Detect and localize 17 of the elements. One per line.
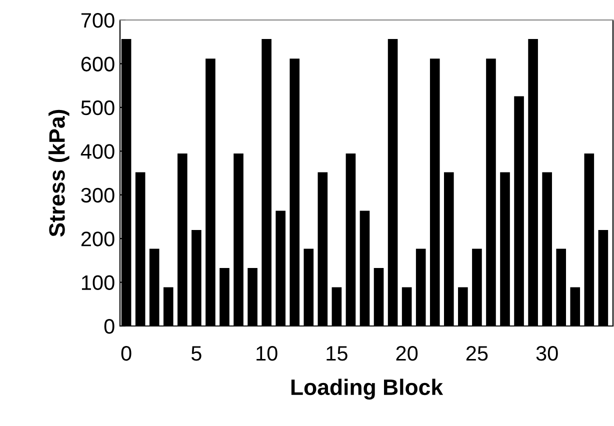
x-tick-label: 5 <box>191 346 202 361</box>
y-tick-label: 100 <box>82 275 114 290</box>
y-tick-label: 200 <box>81 232 114 246</box>
y-tick-label: 700 <box>81 13 114 28</box>
x-axis-title: Loading Block <box>291 378 444 400</box>
y-tick-label: 500 <box>81 100 114 116</box>
y-tick-label: 400 <box>80 144 114 159</box>
x-tick-label: 0 <box>121 346 132 361</box>
y-tick-label: 0 <box>104 319 114 334</box>
x-tick-label: 15 <box>326 346 348 361</box>
x-tick-label: 30 <box>536 346 558 361</box>
y-axis-title: Stress (kPa) <box>48 110 70 237</box>
y-tick-label: 300 <box>81 188 114 203</box>
x-tick-label: 10 <box>256 346 278 361</box>
x-tick-label: 25 <box>466 346 488 361</box>
x-tick-label: 20 <box>396 346 418 361</box>
y-tick-label: 600 <box>81 56 114 72</box>
